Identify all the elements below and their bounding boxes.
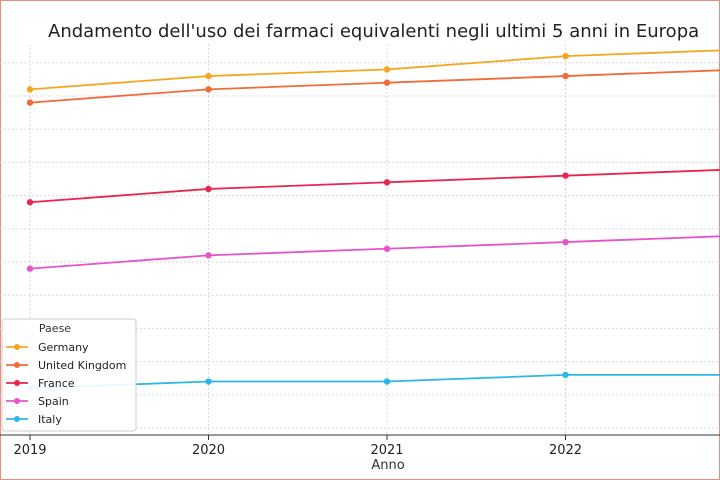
data-point-spain	[26, 265, 34, 272]
legend-label-france: France	[38, 377, 75, 390]
data-point-spain	[562, 238, 569, 246]
data-point-united-kingdom	[205, 86, 212, 93]
legend[interactable]: Paese Germany United Kingdom France Spain It…	[1, 318, 137, 432]
legend-label-germany: Germany	[38, 341, 89, 354]
legend-title: Paese	[39, 322, 71, 335]
data-point-germany	[383, 66, 391, 73]
legend-marker-italy	[14, 416, 20, 422]
legend-label-spain: Spain	[38, 395, 69, 408]
data-point-france	[562, 172, 569, 179]
data-point-united-kingdom	[26, 99, 34, 106]
data-point-united-kingdom	[383, 79, 391, 86]
legend-label-united-kingdom: United Kingdom	[38, 359, 126, 372]
legend-marker-united-kingdom	[14, 362, 20, 368]
data-point-italy	[205, 378, 212, 385]
series-line-spain	[29, 235, 720, 270]
data-point-germany	[26, 86, 34, 93]
legend-box	[1, 318, 137, 432]
legend-items: Germany United Kingdom France Spain Italy	[6, 341, 126, 426]
legend-marker-spain	[14, 398, 20, 404]
x-tick-labels: 2019 2020 2021 2022	[13, 435, 582, 458]
data-point-united-kingdom	[562, 72, 569, 80]
data-point-france	[205, 185, 212, 193]
chart-title: Andamento dell'uso dei farmaci equivalen…	[48, 21, 699, 42]
x-tick-label: 2020	[192, 443, 225, 458]
data-point-italy	[562, 371, 569, 379]
series-line-france	[29, 169, 720, 204]
legend-label-italy: Italy	[38, 413, 62, 426]
series-group	[26, 49, 720, 392]
x-tick-label: 2021	[370, 443, 403, 458]
legend-marker-france	[14, 380, 20, 386]
x-axis-label: Anno	[371, 458, 404, 473]
series-line-united-kingdom	[29, 69, 720, 104]
data-point-germany	[205, 72, 212, 80]
x-tick-label: 2022	[549, 443, 582, 458]
data-point-france	[383, 179, 391, 186]
data-point-italy	[383, 378, 391, 385]
data-point-france	[26, 199, 34, 206]
data-point-spain	[205, 252, 212, 259]
legend-marker-germany	[14, 344, 20, 350]
data-point-spain	[383, 245, 391, 252]
data-point-germany	[562, 52, 569, 60]
x-tick-label: 2019	[13, 443, 46, 458]
